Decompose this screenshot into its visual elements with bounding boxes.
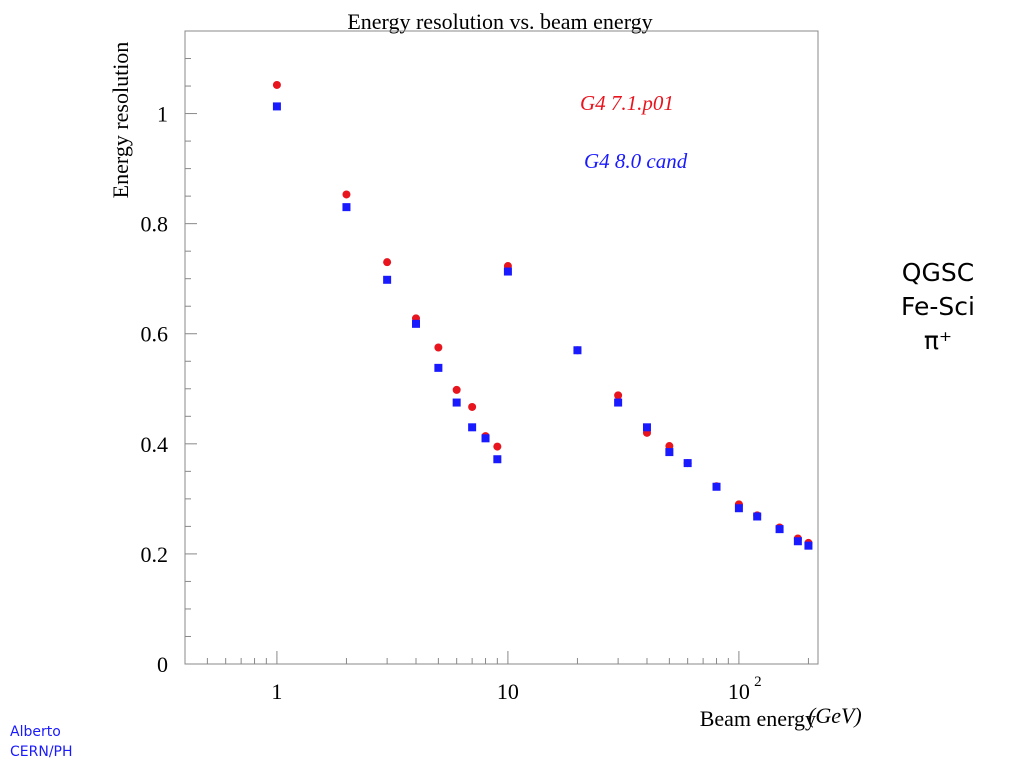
x-tick-label: 1	[271, 679, 282, 704]
point	[493, 442, 502, 451]
point	[383, 258, 392, 267]
point	[452, 398, 461, 407]
material-label: Fe-Sci	[901, 292, 975, 321]
point	[683, 459, 692, 468]
point	[793, 537, 802, 546]
point	[493, 455, 502, 464]
x-tick-label: 10	[497, 679, 519, 704]
point	[712, 482, 721, 491]
y-tick-label: 0.6	[141, 322, 169, 347]
particle-label: π⁺	[923, 326, 953, 355]
y-tick-label: 1	[157, 102, 168, 127]
model-label: QGSC	[901, 258, 975, 287]
y-tick-label: 0.4	[141, 432, 169, 457]
point	[434, 343, 443, 352]
point	[411, 319, 420, 328]
x-axis: 1 10 10 2	[184, 651, 809, 704]
point	[468, 402, 477, 411]
footer-author: Alberto	[10, 724, 61, 740]
point	[383, 275, 392, 284]
point	[342, 190, 351, 199]
point	[804, 541, 813, 550]
point	[665, 442, 674, 451]
y-axis-label: Energy resolution	[108, 42, 133, 199]
chart-title: Energy resolution vs. beam energy	[347, 9, 652, 34]
point	[734, 504, 743, 513]
point	[342, 203, 351, 212]
point	[503, 267, 512, 276]
x-tick-label: 10	[728, 679, 750, 704]
point	[665, 448, 674, 457]
x-axis-label: Beam energy	[700, 706, 816, 731]
legend-entry-g4-7-1: G4 7.1.p01	[580, 91, 674, 115]
point	[775, 525, 784, 534]
series-1	[272, 80, 813, 547]
point	[272, 80, 281, 89]
point	[753, 512, 762, 521]
footer-affiliation: CERN/PH	[10, 744, 73, 760]
y-tick-label: 0.8	[141, 212, 169, 237]
point	[434, 363, 443, 372]
point	[468, 423, 477, 432]
y-tick-label: 0	[157, 652, 168, 677]
series-2	[272, 102, 813, 550]
point	[614, 398, 623, 407]
plot-frame	[184, 30, 819, 665]
data-points	[272, 80, 813, 550]
y-axis: 0 0.2 0.4 0.6 0.8 1	[141, 58, 197, 677]
x-axis-unit: (GeV)	[808, 703, 862, 728]
point	[642, 423, 651, 432]
point	[573, 346, 582, 355]
point	[481, 434, 490, 443]
point	[452, 385, 461, 394]
point	[272, 102, 281, 111]
point	[614, 391, 623, 400]
legend-entry-g4-8-0: G4 8.0 cand	[584, 149, 688, 173]
y-tick-label: 0.2	[141, 542, 169, 567]
x-tick-label-exponent: 2	[754, 674, 762, 690]
